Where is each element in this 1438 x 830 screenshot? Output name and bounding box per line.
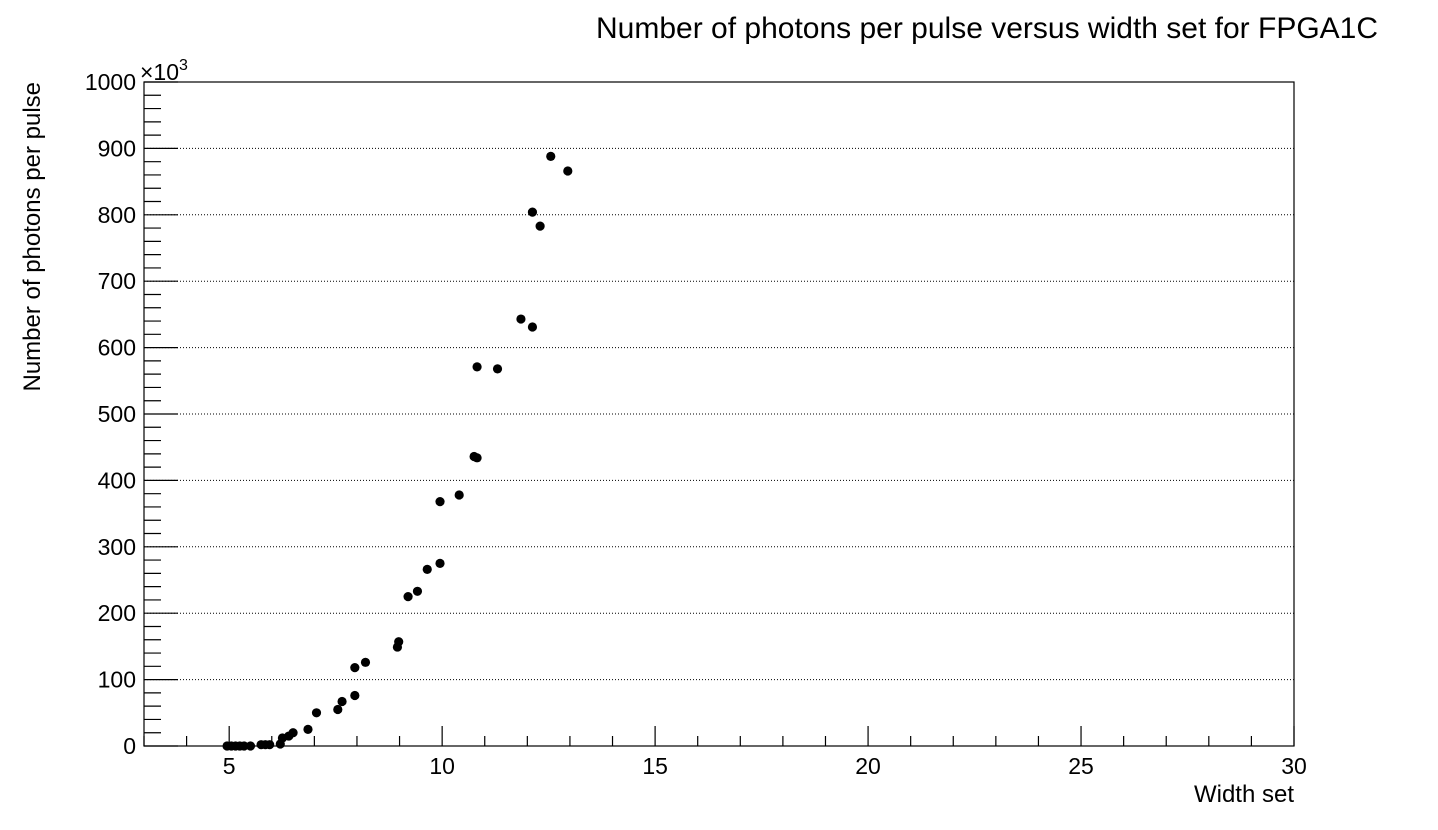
plot-frame xyxy=(143,81,1295,747)
y-axis-label: Number of photons per pulse xyxy=(19,82,46,392)
x-tick-label: 10 xyxy=(429,753,455,779)
y-tick-label: 600 xyxy=(98,335,136,361)
tick-labels: 0 100 200 300 400 500 600 700 800 900 1000 5 10 15 20 2… xyxy=(85,69,1307,779)
y-multiplier-exponent: 3 xyxy=(179,57,188,74)
data-point xyxy=(265,740,275,750)
data-point xyxy=(422,564,432,574)
data-point xyxy=(472,453,482,463)
data-point xyxy=(311,708,322,718)
data-point xyxy=(563,166,573,176)
x-tick-label: 25 xyxy=(1068,753,1094,779)
data-point xyxy=(435,497,445,507)
data-point xyxy=(239,741,249,751)
data-point xyxy=(516,314,526,324)
data-point xyxy=(350,663,360,673)
data-point xyxy=(454,490,464,500)
x-tick-label: 20 xyxy=(855,753,881,779)
y-tick-label: 1000 xyxy=(85,69,136,95)
data-point xyxy=(303,724,313,735)
data-point xyxy=(288,728,298,738)
y-tick-label: 400 xyxy=(98,467,136,493)
x-axis-label: Width set xyxy=(1194,781,1294,808)
data-point xyxy=(245,741,256,751)
data-point xyxy=(535,221,545,231)
data-points xyxy=(222,151,573,751)
data-point xyxy=(394,637,404,647)
data-point xyxy=(527,322,538,332)
y-tick-label: 300 xyxy=(98,534,136,560)
x-tick-label: 30 xyxy=(1281,753,1307,779)
data-point xyxy=(472,362,482,372)
y-axis-multiplier: ×103 xyxy=(140,57,188,85)
chart-title: Number of photons per pulse versus width… xyxy=(596,12,1378,45)
data-point xyxy=(546,151,556,161)
data-point xyxy=(435,558,445,569)
data-point xyxy=(412,586,423,596)
y-tick-label: 100 xyxy=(98,667,136,693)
x-tick-label: 15 xyxy=(642,753,668,779)
data-point xyxy=(403,592,413,602)
data-point xyxy=(492,364,503,374)
y-tick-label: 0 xyxy=(123,733,136,759)
data-point xyxy=(337,696,347,707)
y-tick-label: 200 xyxy=(98,600,136,626)
data-point xyxy=(333,704,343,715)
y-tick-label: 800 xyxy=(98,202,136,228)
axis-ticks xyxy=(143,81,1295,747)
data-point xyxy=(360,657,371,667)
y-tick-label: 700 xyxy=(98,268,136,294)
x-tick-label: 5 xyxy=(223,753,236,779)
y-multiplier-prefix: ×10 xyxy=(140,59,179,85)
grid-lines xyxy=(144,147,1294,681)
y-tick-label: 500 xyxy=(98,401,136,427)
y-tick-label: 900 xyxy=(98,135,136,161)
data-point xyxy=(350,690,360,701)
data-point xyxy=(527,207,538,217)
